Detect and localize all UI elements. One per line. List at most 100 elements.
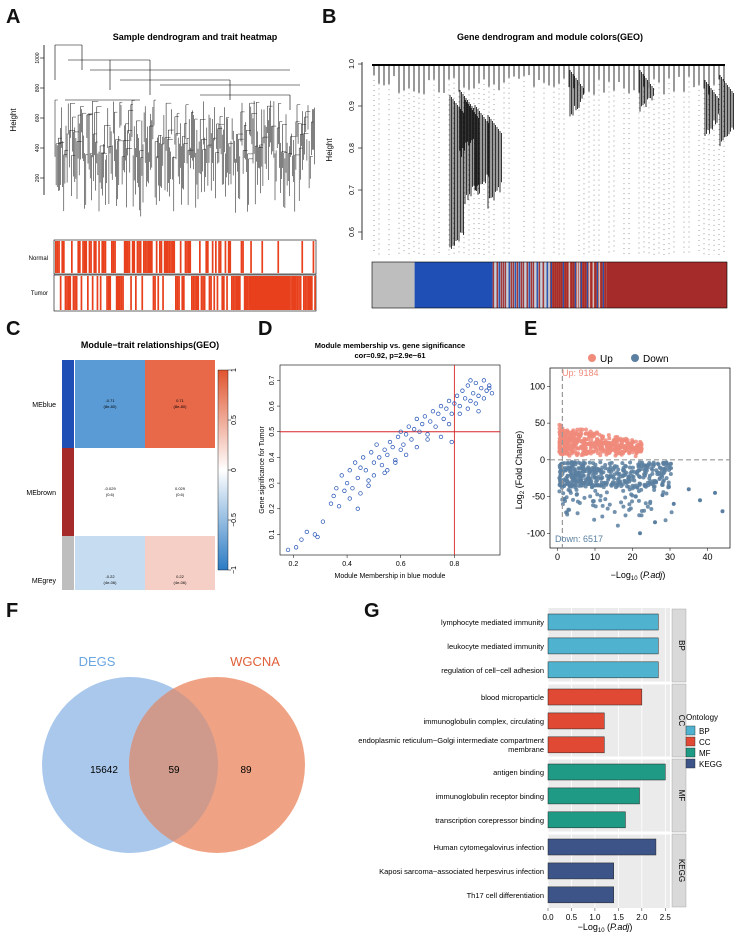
e-point-up — [605, 440, 610, 445]
module-stripe — [570, 262, 572, 308]
trait-cell-normal — [250, 241, 252, 273]
trait-cell-tumor — [80, 276, 83, 310]
module-stripe — [504, 262, 506, 308]
d-point — [403, 452, 409, 458]
g-legend-label-KEGG: KEGG — [699, 760, 722, 769]
trait-cell-tumor — [237, 276, 240, 310]
e-point-down — [564, 510, 569, 515]
e-point-down — [603, 466, 608, 471]
trait-cell-normal — [160, 241, 163, 273]
panel-a-title: Sample dendrogram and trait heatmap — [113, 32, 278, 42]
trait-label-tumor: Tumor — [31, 291, 48, 297]
trait-cell-normal — [114, 241, 116, 273]
e-point-down — [698, 498, 702, 503]
cell-value: -0.71 — [105, 398, 115, 403]
e-point-down — [615, 523, 620, 528]
e-point-down — [653, 520, 657, 525]
trait-cell-normal — [104, 241, 107, 273]
e-point-down — [576, 466, 581, 471]
trait-cell-normal — [131, 241, 134, 273]
module-stripe — [572, 262, 574, 308]
e-point-down — [664, 476, 669, 481]
trait-cell-normal — [170, 241, 172, 273]
e-point-up — [558, 449, 563, 454]
e-point-down — [592, 517, 597, 522]
e-point-down — [609, 460, 614, 465]
e-point-down — [579, 481, 584, 486]
e-point-down — [652, 484, 657, 489]
trait-cell-tumor — [107, 276, 110, 310]
module-stripe — [560, 262, 562, 308]
trait-cell-normal — [184, 241, 187, 273]
panel-label-a: A — [6, 6, 21, 28]
e-point-down — [573, 482, 578, 487]
trait-cell-normal — [149, 241, 152, 273]
trait-cell-tumor — [154, 276, 156, 310]
d-point — [473, 401, 479, 406]
panel-label-c: C — [6, 318, 21, 340]
e-point-down — [604, 490, 609, 495]
d-point — [352, 460, 358, 465]
scale-tick-label: −1 — [231, 566, 238, 574]
e-point-up — [570, 435, 575, 440]
trait-cell-tumor — [109, 276, 112, 310]
e-point-down — [636, 498, 641, 503]
g-term-label: transcription corepressor binding — [435, 816, 544, 825]
e-point-up — [584, 451, 589, 456]
e-point-up — [597, 432, 602, 437]
legend-label-up: Up — [600, 354, 613, 365]
d-point — [398, 447, 403, 452]
d-point — [444, 406, 449, 411]
e-point-up — [557, 443, 562, 448]
module-stripe — [530, 262, 532, 308]
module-stripe — [524, 262, 526, 308]
trait-cell-tumor — [311, 276, 313, 310]
e-point-down — [615, 482, 620, 487]
d-point — [285, 547, 291, 553]
g-term-label: lymphocyte mediated immunity — [441, 618, 544, 627]
g-bar — [547, 838, 657, 856]
d-point — [433, 424, 438, 429]
e-point-down — [570, 474, 575, 479]
trait-cell-normal — [159, 241, 161, 273]
e-point-down — [661, 460, 666, 465]
e-point-up — [589, 438, 594, 443]
g-term-label: endoplasmic reticulum−Golgi intermediate… — [358, 736, 545, 745]
panel-a-trait-heatmap — [53, 239, 317, 312]
module-stripe — [506, 262, 508, 308]
e-ytick-label: 50 — [535, 418, 545, 428]
cell-value: -0.22 — [105, 574, 115, 579]
d-point — [409, 437, 414, 442]
d-point — [481, 378, 487, 383]
e-point-down — [627, 465, 632, 470]
e-point-down — [598, 460, 603, 465]
e-point-down — [593, 479, 598, 484]
e-plot-frame — [549, 367, 731, 549]
e-point-down — [637, 475, 642, 480]
cell-pvalue: (0.6) — [106, 492, 115, 497]
trait-cell-normal — [90, 241, 92, 273]
trait-cell-normal — [163, 241, 166, 273]
e-point-up — [562, 451, 567, 456]
venn-count-both: 59 — [168, 765, 180, 776]
row-label-MEbrown: MEbrown — [26, 490, 56, 497]
trait-cell-tumor — [299, 276, 302, 310]
e-point-down — [648, 501, 653, 506]
module-stripe — [546, 262, 548, 308]
cell-pvalue: (8e-80) — [174, 404, 188, 409]
trait-cell-tumor — [216, 276, 219, 310]
e-point-down — [593, 488, 598, 493]
venn-overlap — [129, 677, 218, 853]
module-stripe — [556, 262, 558, 308]
e-point-down — [660, 493, 665, 498]
e-point-up — [575, 427, 580, 432]
e-point-down — [666, 485, 671, 490]
b-ytick-label: 1.0 — [349, 59, 356, 69]
e-point-up — [570, 449, 575, 454]
e-point-down — [573, 470, 578, 475]
trait-cell-normal — [189, 241, 192, 273]
e-point-down — [631, 469, 636, 474]
module-stripe — [594, 262, 596, 308]
g-xtick-label: 0.5 — [566, 913, 578, 922]
trait-cell-normal — [143, 241, 145, 273]
